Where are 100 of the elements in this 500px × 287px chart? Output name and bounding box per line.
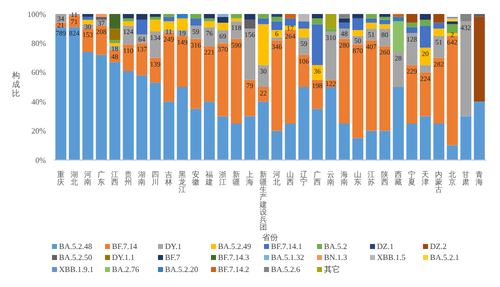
bar (298, 54, 310, 87)
bar (176, 14, 188, 18)
bar (244, 116, 256, 160)
legend-label: BF.7.14 (112, 242, 138, 251)
bar (96, 54, 107, 160)
bar (420, 72, 431, 116)
legend-label: BA.5.2.6 (271, 265, 300, 274)
bar (338, 124, 350, 160)
bar (325, 28, 336, 32)
legend-label: BA.5.2.1 (430, 253, 460, 262)
bar (474, 102, 485, 160)
bar (258, 24, 269, 66)
bar (82, 16, 94, 20)
bar (163, 21, 174, 30)
x-axis-title: 省份 (262, 233, 278, 242)
bar (217, 22, 228, 30)
bar (217, 43, 228, 116)
bar (392, 14, 404, 17)
bar (271, 40, 282, 131)
bar (136, 75, 148, 160)
bar (460, 14, 472, 22)
bar (190, 108, 202, 160)
bar (136, 14, 148, 20)
bar (460, 116, 472, 160)
bar (433, 22, 444, 29)
bar (433, 58, 444, 124)
bar (122, 14, 134, 18)
bar (379, 16, 390, 20)
bar (406, 14, 418, 23)
bar (271, 14, 282, 17)
bar (204, 27, 215, 46)
bar (109, 43, 120, 46)
bar (420, 14, 431, 20)
bar (150, 20, 161, 32)
legend-label: BF.7 (165, 253, 180, 262)
legend-label: BA.5.2.49 (218, 242, 252, 251)
bar (176, 18, 188, 30)
bar (271, 37, 282, 40)
bar (392, 21, 404, 52)
bar (446, 24, 458, 33)
bar (190, 18, 202, 26)
bar (366, 130, 377, 160)
bar (379, 46, 390, 131)
bar (150, 16, 161, 20)
bar (298, 14, 310, 22)
bar (122, 21, 134, 26)
bar (271, 21, 282, 30)
bar (109, 28, 120, 40)
bar (96, 26, 107, 55)
bar (176, 87, 188, 160)
bar (446, 145, 458, 160)
bar (163, 102, 174, 160)
bar (244, 80, 256, 116)
bar (271, 130, 282, 160)
bar (204, 21, 215, 28)
legend-label: BA.5.2 (324, 242, 348, 251)
bar (55, 27, 66, 160)
legend-label: BF.7.14.1 (271, 242, 302, 251)
bar (82, 20, 94, 24)
y-tick-label: 60% (31, 68, 46, 78)
bar (406, 32, 418, 66)
bar (338, 38, 350, 124)
bar (68, 27, 80, 160)
bar (366, 18, 377, 23)
y-tick-label: 40% (31, 97, 46, 106)
bar (122, 18, 134, 22)
bar (298, 87, 310, 160)
bar (406, 124, 418, 160)
bar (204, 18, 215, 22)
bar (150, 32, 161, 58)
legend-label: XBB.1.5 (377, 253, 406, 262)
bar (446, 18, 458, 22)
bar (325, 14, 336, 29)
bar (312, 18, 323, 24)
bar (244, 14, 256, 20)
bar (312, 24, 323, 66)
legend-label: BN.1.3 (324, 253, 348, 262)
bar (325, 32, 336, 80)
bar (204, 46, 215, 102)
bar (109, 14, 120, 29)
bar (217, 116, 228, 160)
bar (474, 16, 485, 102)
bar (109, 62, 120, 160)
y-tick-label: 80% (31, 39, 46, 48)
bar (352, 30, 364, 36)
bar (460, 21, 472, 116)
bar (366, 14, 377, 18)
legend-label: BA.5.2.50 (59, 253, 92, 262)
bar (379, 130, 390, 160)
legend-label: DZ.1 (377, 242, 394, 251)
legend-label: 其它 (324, 264, 340, 275)
bar (446, 36, 458, 146)
bar (406, 22, 418, 28)
bar (284, 14, 296, 18)
bar (366, 40, 377, 131)
bar (96, 14, 107, 17)
bar (352, 44, 364, 138)
bar (379, 14, 390, 17)
bar (433, 124, 444, 160)
legend-label: BF.7.14.3 (218, 253, 250, 262)
